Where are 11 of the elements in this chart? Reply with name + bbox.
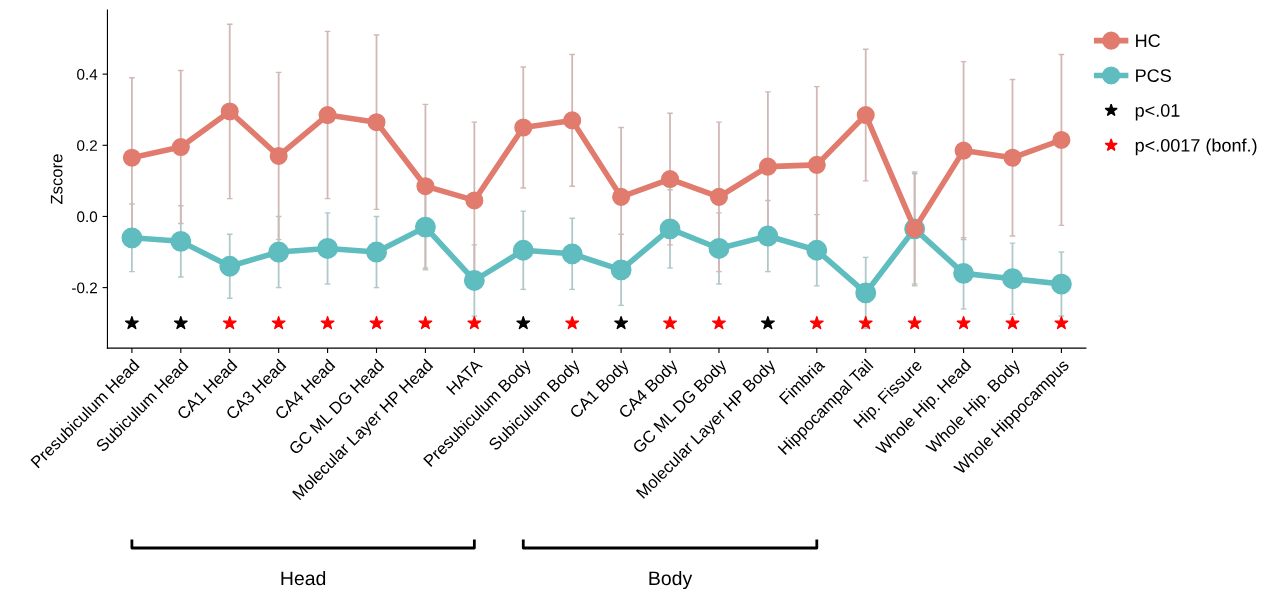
y-tick-label: 0.0 bbox=[77, 211, 98, 223]
legend-label: HC bbox=[1136, 34, 1161, 48]
text: Body bbox=[649, 570, 693, 590]
legend-label: p<.01 bbox=[1135, 104, 1180, 121]
y-axis-title: Zscore bbox=[50, 154, 63, 205]
legend-label: PCS bbox=[1136, 69, 1171, 82]
text: Head bbox=[281, 570, 326, 586]
y-tick-label: -0.2 bbox=[72, 282, 97, 294]
legend-label: p<.0017 (bonf.) bbox=[1135, 138, 1257, 156]
y-tick-label: 0.2 bbox=[77, 140, 97, 151]
y-tick-label: 0.4 bbox=[77, 68, 98, 80]
